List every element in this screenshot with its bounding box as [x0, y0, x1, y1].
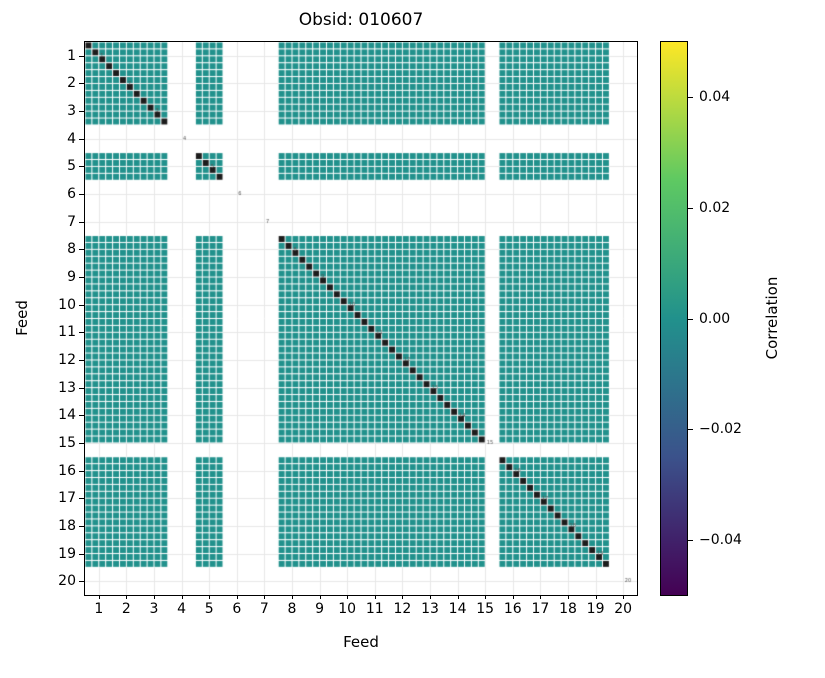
y-tick-label: 8: [67, 241, 76, 258]
x-tick-label: 20: [614, 601, 633, 617]
y-tick-label: 3: [67, 103, 76, 120]
y-tick-mark: [79, 387, 84, 389]
x-tick-label: 5: [204, 601, 214, 617]
y-tick-mark: [79, 332, 84, 334]
y-tick-label: 11: [58, 324, 76, 341]
x-tick-label: 12: [393, 601, 412, 617]
x-tick-mark: [485, 595, 487, 599]
y-tick-label: 13: [58, 379, 76, 396]
y-tick-mark: [79, 470, 84, 472]
colorbar-tick-mark: [688, 539, 693, 541]
colorbar-tick-label: −0.04: [699, 531, 742, 548]
x-tick-mark: [154, 595, 155, 599]
y-tick-mark: [79, 442, 84, 444]
x-tick-mark: [181, 595, 183, 599]
x-tick-label: 4: [177, 601, 187, 617]
chart-title: Obsid: 010607: [298, 10, 424, 30]
x-axis-label: Feed: [343, 633, 379, 651]
x-tick-mark: [209, 595, 211, 599]
colorbar-tick-mark: [688, 207, 693, 209]
x-tick-mark: [374, 595, 376, 599]
x-tick-label: 9: [315, 601, 325, 617]
y-tick-mark: [79, 525, 84, 527]
heatmap-canvas: [85, 42, 637, 595]
x-tick-mark: [457, 595, 459, 599]
x-tick-mark: [98, 595, 100, 599]
y-tick-mark: [79, 111, 84, 113]
x-tick-label: 6: [232, 601, 242, 617]
y-tick-label: 4: [67, 130, 76, 147]
y-tick-label: 2: [67, 75, 76, 92]
colorbar-tick-mark: [688, 318, 693, 320]
x-tick-mark: [595, 595, 597, 599]
y-tick-mark: [79, 83, 84, 85]
x-tick-label: 17: [531, 601, 550, 617]
y-tick-label: 7: [67, 213, 76, 230]
y-tick-label: 1: [67, 47, 76, 64]
y-tick-mark: [79, 249, 84, 251]
x-tick-mark: [623, 595, 625, 599]
x-tick-label: 13: [421, 601, 439, 617]
x-tick-mark: [236, 595, 238, 599]
y-tick-label: 17: [58, 490, 76, 507]
x-tick-label: 10: [338, 601, 357, 617]
x-tick-mark: [540, 595, 542, 599]
y-tick-label: 20: [58, 573, 76, 590]
x-tick-label: 1: [94, 601, 104, 617]
heatmap-plot-area: [84, 41, 638, 596]
colorbar-label: Correlation: [763, 276, 781, 360]
x-tick-label: 15: [476, 601, 495, 617]
y-tick-label: 16: [58, 462, 76, 479]
x-tick-mark: [430, 595, 431, 599]
colorbar-tick-label: −0.02: [699, 421, 742, 438]
x-tick-label: 16: [503, 601, 522, 617]
y-tick-mark: [79, 55, 84, 57]
x-tick-label: 8: [287, 601, 297, 617]
y-tick-mark: [79, 166, 84, 168]
y-tick-mark: [79, 277, 84, 279]
y-tick-label: 15: [58, 434, 76, 451]
y-tick-label: 19: [58, 545, 76, 562]
y-axis-label: Feed: [13, 300, 31, 336]
x-tick-mark: [402, 595, 404, 599]
x-tick-mark: [568, 595, 569, 599]
y-tick-mark: [79, 415, 84, 417]
x-tick-mark: [264, 595, 266, 599]
colorbar-tick-label: 0.00: [699, 310, 731, 327]
x-tick-label: 11: [365, 601, 384, 617]
colorbar-tick-label: 0.04: [699, 89, 731, 106]
x-tick-mark: [292, 595, 293, 599]
y-tick-mark: [79, 138, 84, 140]
x-tick-label: 19: [586, 601, 605, 617]
y-tick-label: 9: [67, 269, 76, 286]
y-tick-label: 5: [67, 158, 76, 175]
x-tick-label: 3: [149, 601, 159, 617]
colorbar-tick-mark: [688, 429, 693, 431]
colorbar-gradient: [660, 41, 688, 596]
y-tick-label: 12: [58, 351, 76, 368]
x-tick-mark: [347, 595, 349, 599]
y-tick-mark: [79, 359, 84, 361]
x-tick-mark: [512, 595, 514, 599]
x-tick-mark: [126, 595, 128, 599]
x-tick-label: 14: [448, 601, 467, 617]
colorbar-tick-label: 0.02: [699, 199, 731, 216]
x-tick-label: 7: [259, 601, 269, 617]
x-tick-mark: [319, 595, 321, 599]
y-tick-mark: [79, 498, 84, 500]
y-tick-mark: [79, 221, 84, 223]
colorbar-tick-mark: [688, 97, 693, 99]
y-tick-label: 6: [67, 186, 76, 203]
y-tick-label: 14: [58, 407, 76, 424]
y-tick-label: 18: [58, 517, 76, 534]
y-tick-mark: [79, 581, 84, 583]
y-tick-mark: [79, 194, 84, 196]
y-tick-mark: [79, 553, 84, 555]
y-tick-label: 10: [58, 296, 76, 313]
x-tick-label: 18: [559, 601, 577, 617]
y-tick-mark: [79, 304, 84, 306]
x-tick-label: 2: [121, 601, 131, 617]
